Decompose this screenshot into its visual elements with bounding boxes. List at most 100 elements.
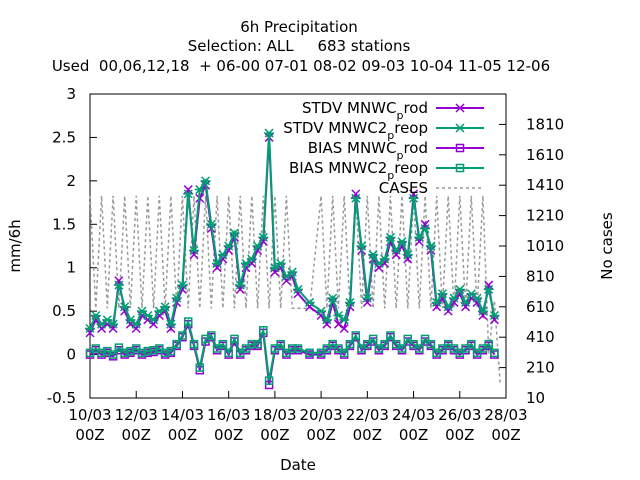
y2-tick-label: 410 [526, 328, 555, 346]
data-point-stdv_mnwc2_preop [356, 241, 367, 251]
x-tick-date: 26/03 [438, 406, 481, 424]
y2-tick-label: 1810 [526, 115, 564, 133]
legend-entry-stdv_mnwc2_preop: STDV MNWC2preop [283, 119, 484, 142]
legend-swatch-marker [455, 123, 465, 133]
data-point-stdv_mnwc_prod [131, 323, 141, 334]
data-point-stdv_mnwc2_preop [252, 241, 263, 251]
data-point-stdv_mnwc2_preop [408, 193, 419, 203]
data-point-bias_mnwc2_preop [207, 331, 216, 340]
legend-label-subscript: p [387, 169, 394, 182]
x-tick-date: 12/03 [115, 406, 158, 424]
data-point-bias_mnwc2_preop [253, 339, 262, 349]
data-point-stdv_mnwc2_preop [131, 319, 142, 329]
data-point-bias_mnwc2_preop [178, 331, 187, 340]
data-point-stdv_mnwc_prod [333, 319, 343, 329]
data-point-bias_mnwc2_preop [241, 344, 251, 353]
data-point-stdv_mnwc2_preop [90, 310, 101, 321]
data-point-stdv_mnwc2_preop [235, 280, 246, 290]
data-point-bias_mnwc2_preop [195, 363, 205, 372]
x-tick-hour: 00Z [353, 426, 382, 444]
series-bias_mnwc2_preop [85, 317, 499, 385]
data-point-stdv_mnwc2_preop [148, 315, 159, 325]
data-point-bias_mnwc2_preop [484, 339, 493, 349]
data-point-bias_mnwc2_preop [247, 339, 257, 349]
legend-label-subscript: p [387, 129, 394, 142]
data-point-bias_mnwc2_preop [235, 348, 245, 358]
data-point-stdv_mnwc2_preop [327, 293, 338, 303]
data-point-bias_mnwc2_preop [137, 348, 147, 358]
y-tick-label: 0.5 [52, 302, 76, 320]
data-point-stdv_mnwc2_preop [125, 315, 136, 325]
legend-label-base: BIAS MNWC [308, 139, 397, 157]
legend-label: STDV MNWC2preop [283, 119, 428, 142]
data-point-stdv_mnwc2_preop [402, 250, 413, 260]
data-point-stdv_mnwc2_preop [443, 302, 454, 312]
data-point-stdv_mnwc2_preop [321, 315, 332, 325]
data-point-stdv_mnwc_prod [339, 323, 349, 334]
y2-tick-label: 1610 [526, 146, 564, 164]
y-tick-label: 0 [66, 346, 76, 364]
data-point-bias_mnwc2_preop [334, 344, 343, 353]
data-point-bias_mnwc2_preop [126, 346, 135, 356]
data-point-stdv_mnwc2_preop [460, 297, 471, 307]
data-point-stdv_mnwc2_preop [212, 258, 223, 268]
chart-marks [85, 128, 501, 390]
data-point-bias_mnwc2_preop [386, 331, 395, 340]
y2-tick-label: 1210 [526, 207, 564, 225]
data-point-stdv_mnwc2_preop [275, 258, 286, 268]
legend-label-rest: reop [394, 119, 428, 137]
data-point-stdv_mnwc2_preop [241, 258, 251, 268]
data-point-stdv_mnwc2_preop [200, 176, 211, 186]
x-tick-hour: 00Z [168, 426, 197, 444]
legend-swatch-marker [455, 143, 465, 153]
data-point-stdv_mnwc2_preop [489, 310, 500, 321]
y-tick-label: -0.5 [47, 389, 76, 407]
legend-label-base: STDV MNWC [302, 99, 396, 117]
legend-label-base: CASES [379, 179, 428, 197]
data-point-stdv_mnwc2_preop [391, 245, 402, 255]
data-point-stdv_mnwc2_preop [194, 185, 205, 195]
data-point-stdv_mnwc2_preop [108, 319, 119, 329]
data-point-bias_mnwc2_preop [461, 344, 470, 353]
data-point-bias_mnwc2_preop [415, 344, 424, 353]
data-point-stdv_mnwc2_preop [113, 280, 124, 290]
chart-title: 6h Precipitation [240, 18, 358, 36]
data-point-stdv_mnwc2_preop [171, 293, 182, 303]
data-point-bias_mnwc2_preop [409, 339, 418, 349]
data-point-bias_mnwc2_preop [328, 339, 337, 349]
data-point-bias_mnwc2_preop [224, 348, 233, 358]
y-tick-label: 1.5 [52, 215, 76, 233]
data-point-bias_mnwc2_preop [264, 376, 274, 385]
x-tick-hour: 00Z [122, 426, 151, 444]
data-point-stdv_mnwc2_preop [437, 289, 448, 299]
data-point-bias_mnwc2_preop [293, 344, 303, 353]
y2-axis-label: No cases [598, 212, 616, 280]
legend-entry-cases: CASES [379, 179, 484, 197]
legend-label-subscript: p [396, 149, 403, 162]
chart-subtitle: Selection: ALL 683 stations [188, 37, 411, 55]
data-point-stdv_mnwc2_preop [206, 219, 217, 229]
data-point-stdv_mnwc2_preop [177, 280, 188, 290]
data-point-bias_mnwc2_preop [218, 339, 228, 349]
x-axis-label: Date [280, 456, 316, 474]
data-point-bias_mnwc2_preop [368, 334, 378, 344]
data-point-stdv_mnwc2_preop [414, 232, 425, 242]
data-point-bias_mnwc2_preop [270, 344, 280, 353]
data-point-stdv_mnwc2_preop [269, 263, 280, 273]
data-point-stdv_mnwc2_preop [316, 306, 327, 316]
data-point-bias_mnwc2_preop [143, 346, 153, 356]
data-point-bias_mnwc2_preop [160, 348, 170, 358]
y2-tick-label: 10 [526, 389, 545, 407]
data-point-bias_mnwc2_preop [172, 339, 181, 349]
data-point-bias_mnwc2_preop [183, 317, 193, 326]
legend-label-base: STDV MNWC2 [283, 119, 387, 137]
data-point-stdv_mnwc2_preop [223, 241, 234, 251]
y2-tick-label: 210 [526, 359, 555, 377]
y-tick-label: 1 [66, 259, 76, 277]
data-point-bias_mnwc2_preop [363, 339, 372, 349]
y-tick-label: 2 [66, 172, 76, 190]
data-point-stdv_mnwc2_preop [229, 228, 240, 238]
data-point-stdv_mnwc_prod [97, 323, 107, 334]
